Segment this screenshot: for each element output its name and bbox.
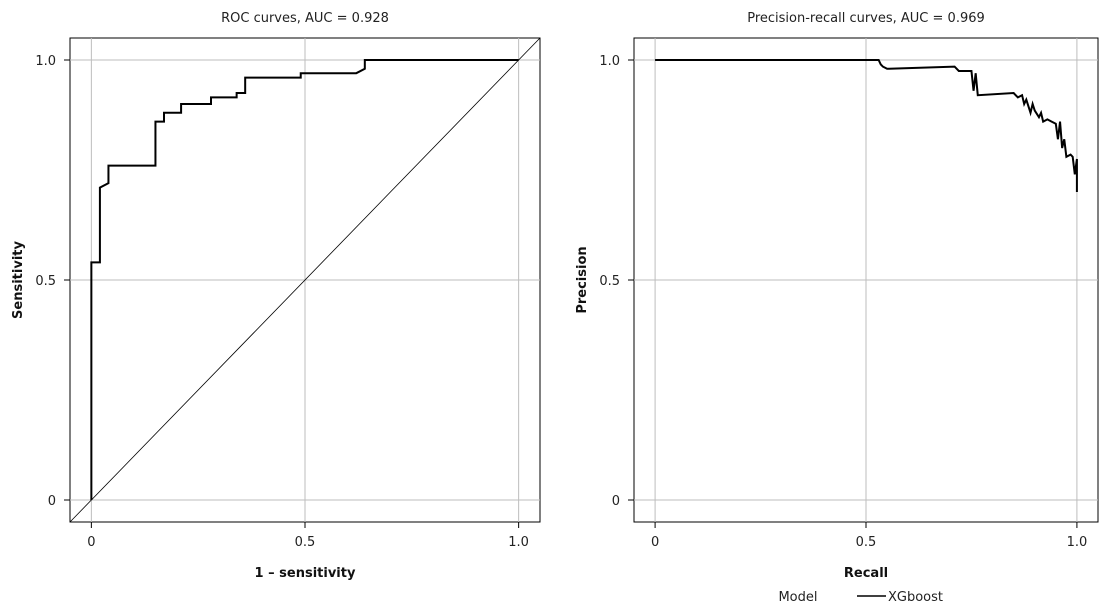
roc-y-tick-label: 0.5 [35, 274, 56, 289]
roc-y-tick-label: 1.0 [35, 54, 56, 69]
pr-grid [634, 38, 1098, 522]
pr-x-tick-label: 1.0 [1067, 535, 1088, 550]
roc-x-tick-label: 0.5 [295, 535, 316, 550]
pr-panel: Precision-recall curves, AUC = 0.969 0 0.… [575, 11, 1099, 605]
roc-x-axis-label: 1 – sensitivity [255, 566, 356, 581]
pr-series-line-xgboost [655, 59, 1078, 192]
pr-y-tick-label: 0 [612, 494, 620, 509]
legend-title: Model [778, 590, 817, 605]
roc-panel: ROC curves, AUC = 0.928 0 0.5 1.0 0 0.5 1.0 1… [11, 11, 541, 581]
pr-y-axis-label: Precision [575, 246, 590, 313]
pr-x-axis-label: Recall [844, 566, 888, 581]
roc-ticks: 0 0.5 1.0 0 0.5 1.0 [35, 54, 529, 550]
roc-y-axis-label: Sensitivity [11, 241, 26, 319]
roc-series-line-xgboost [90, 59, 519, 500]
roc-reference-diagonal [69, 37, 541, 523]
pr-series [655, 59, 1078, 192]
pr-y-tick-label: 0.5 [599, 274, 620, 289]
roc-y-tick-label: 0 [48, 494, 56, 509]
pr-x-tick-label: 0.5 [856, 535, 877, 550]
pr-ticks: 0 0.5 1.0 0 0.5 1.0 [599, 54, 1087, 550]
pr-x-tick-label: 0 [651, 535, 659, 550]
roc-x-tick-label: 0 [87, 535, 95, 550]
pr-title: Precision-recall curves, AUC = 0.969 [747, 11, 985, 26]
roc-series [69, 37, 541, 523]
roc-title: ROC curves, AUC = 0.928 [221, 11, 389, 26]
legend-entry-xgboost: XGboost [888, 590, 943, 605]
roc-x-tick-label: 1.0 [508, 535, 529, 550]
pr-legend: Model XGboost [778, 590, 943, 605]
pr-y-tick-label: 1.0 [599, 54, 620, 69]
